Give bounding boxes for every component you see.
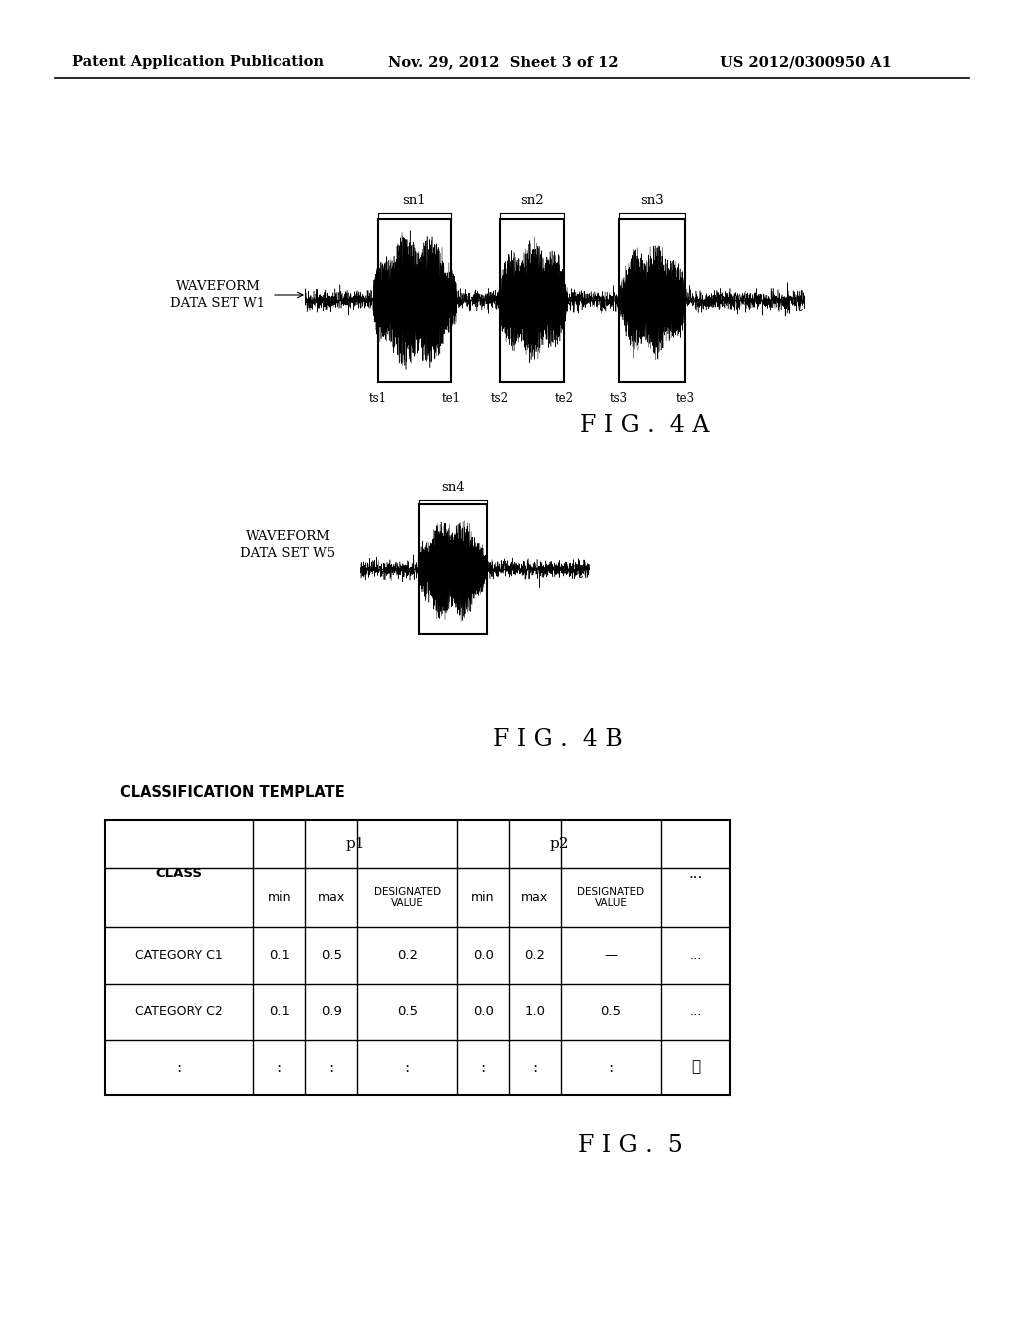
Text: 0.5: 0.5	[321, 949, 342, 962]
Text: CLASS: CLASS	[156, 867, 203, 880]
Bar	[618, 219, 685, 381]
Text: 1.0: 1.0	[524, 1006, 546, 1018]
Text: CATEGORY C2: CATEGORY C2	[135, 1006, 223, 1018]
Text: US 2012/0300950 A1: US 2012/0300950 A1	[720, 55, 892, 69]
Text: max: max	[317, 891, 345, 904]
Text: min: min	[471, 891, 495, 904]
Text: Patent Application Publication: Patent Application Publication	[72, 55, 324, 69]
Text: 0.9: 0.9	[321, 1006, 342, 1018]
Text: ...: ...	[689, 1006, 701, 1018]
Text: F I G .  4 B: F I G . 4 B	[494, 729, 623, 751]
Text: te3: te3	[676, 392, 694, 405]
Text: te2: te2	[555, 392, 573, 405]
Text: sn4: sn4	[441, 482, 465, 494]
Text: max: max	[521, 891, 549, 904]
Text: ts2: ts2	[490, 392, 509, 405]
Text: sn1: sn1	[402, 194, 426, 206]
Text: 0.1: 0.1	[269, 949, 290, 962]
Text: 0.2: 0.2	[396, 949, 418, 962]
Text: p1: p1	[345, 837, 366, 851]
Text: 0.5: 0.5	[600, 1006, 622, 1018]
Text: F I G .  5: F I G . 5	[578, 1134, 682, 1156]
Text: WAVEFORM
DATA SET W5: WAVEFORM DATA SET W5	[241, 531, 336, 560]
Text: DESIGNATED
VALUE: DESIGNATED VALUE	[374, 887, 440, 908]
Bar	[419, 504, 486, 635]
Text: 0.2: 0.2	[524, 949, 546, 962]
Text: ...: ...	[688, 867, 702, 880]
Text: —: —	[604, 949, 617, 962]
Text: 0.0: 0.0	[473, 1006, 494, 1018]
Text: ts1: ts1	[369, 392, 386, 405]
Text: t: t	[798, 300, 803, 314]
Bar	[500, 219, 564, 381]
Text: p2: p2	[549, 837, 568, 851]
Text: ...: ...	[689, 949, 701, 962]
Text: DESIGNATED
VALUE: DESIGNATED VALUE	[578, 887, 644, 908]
Text: 0.5: 0.5	[396, 1006, 418, 1018]
Text: :: :	[329, 1060, 334, 1074]
Text: 0.0: 0.0	[473, 949, 494, 962]
Text: CATEGORY C1: CATEGORY C1	[135, 949, 223, 962]
Text: :: :	[404, 1060, 410, 1074]
Text: 0.1: 0.1	[269, 1006, 290, 1018]
Text: :: :	[608, 1060, 613, 1074]
Text: sn2: sn2	[520, 194, 544, 206]
Text: :: :	[480, 1060, 485, 1074]
Text: :: :	[532, 1060, 538, 1074]
Text: CLASSIFICATION TEMPLATE: CLASSIFICATION TEMPLATE	[120, 785, 345, 800]
Text: :: :	[276, 1060, 282, 1074]
Text: WAVEFORM
DATA SET W1: WAVEFORM DATA SET W1	[170, 280, 265, 310]
Text: te1: te1	[441, 392, 461, 405]
Text: ⋱: ⋱	[691, 1060, 700, 1074]
Text: sn3: sn3	[640, 194, 664, 206]
Text: min: min	[267, 891, 291, 904]
Text: t: t	[578, 568, 583, 581]
Text: Nov. 29, 2012  Sheet 3 of 12: Nov. 29, 2012 Sheet 3 of 12	[388, 55, 618, 69]
Text: F I G .  4 A: F I G . 4 A	[581, 413, 710, 437]
Text: :: :	[176, 1060, 182, 1074]
Text: ts3: ts3	[610, 392, 628, 405]
Bar	[378, 219, 451, 381]
